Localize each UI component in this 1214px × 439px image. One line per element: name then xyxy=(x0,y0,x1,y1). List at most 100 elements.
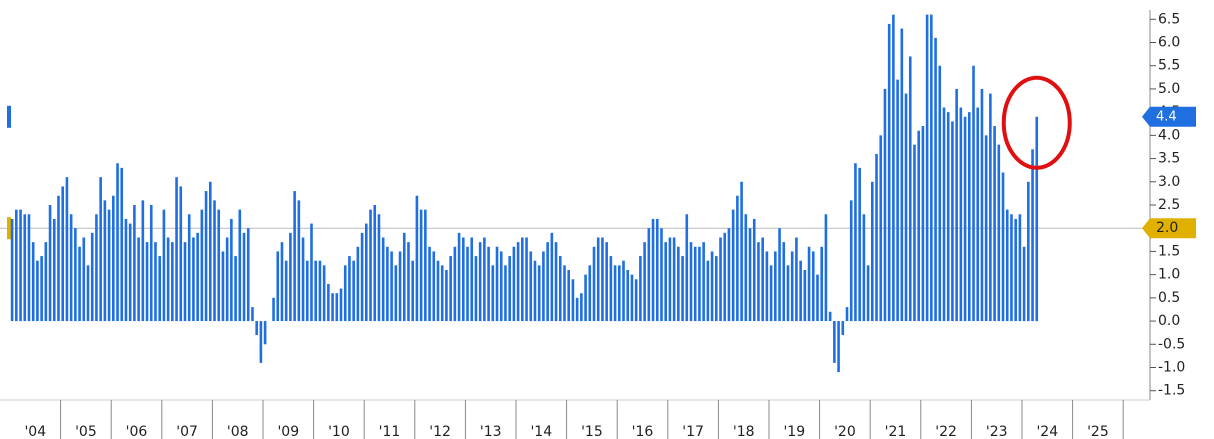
x-tick-label: '17 xyxy=(682,424,704,439)
bar xyxy=(521,237,524,322)
reference-tag xyxy=(1142,218,1196,239)
bar xyxy=(925,14,929,322)
bar xyxy=(554,242,558,322)
y-tick-label: -1.0 xyxy=(1158,360,1185,376)
x-tick-label: '08 xyxy=(227,424,249,439)
bar xyxy=(1031,149,1034,322)
bar xyxy=(394,265,398,322)
bar xyxy=(44,242,48,322)
bar xyxy=(10,218,14,322)
bar xyxy=(934,37,937,322)
bar xyxy=(601,237,604,322)
bar xyxy=(449,256,452,322)
bar xyxy=(411,260,414,322)
bar xyxy=(963,116,967,322)
bar xyxy=(546,242,549,322)
bar xyxy=(668,237,672,322)
bar xyxy=(289,232,292,322)
bar xyxy=(879,135,883,322)
bar xyxy=(466,246,469,322)
bar xyxy=(162,209,166,322)
bar xyxy=(681,256,684,322)
bar xyxy=(693,246,697,322)
bar xyxy=(639,256,642,322)
bar xyxy=(748,228,752,322)
y-tick-label: 0.0 xyxy=(1158,313,1180,329)
bar xyxy=(550,232,554,322)
bar xyxy=(318,260,322,322)
bar xyxy=(883,88,887,322)
bar xyxy=(61,186,65,322)
bar xyxy=(951,121,954,322)
bar xyxy=(719,237,722,322)
bar xyxy=(795,237,798,322)
bar xyxy=(360,232,364,322)
last-value-tag xyxy=(1142,106,1196,127)
bar xyxy=(820,246,824,322)
bar xyxy=(112,195,115,322)
bar xyxy=(474,256,478,322)
bar xyxy=(120,167,124,322)
bar xyxy=(508,256,511,322)
bar xyxy=(613,265,617,322)
bar xyxy=(972,65,975,322)
x-tick-label: '05 xyxy=(75,424,97,439)
bar xyxy=(280,242,284,322)
x-tick-label: '11 xyxy=(379,424,401,439)
bar xyxy=(706,260,710,322)
last-value-marker xyxy=(7,105,11,128)
y-tick-label: 1.0 xyxy=(1158,267,1180,283)
bar xyxy=(744,214,748,322)
x-tick-label: '13 xyxy=(480,424,502,439)
bar xyxy=(208,181,212,322)
x-tick-label: '09 xyxy=(277,424,299,439)
bar xyxy=(1027,181,1030,322)
bar xyxy=(984,135,988,322)
bar xyxy=(192,237,195,322)
bar xyxy=(525,237,528,322)
bar xyxy=(246,228,250,322)
bar xyxy=(90,232,94,322)
bar xyxy=(664,242,667,322)
bar xyxy=(107,209,111,322)
bar xyxy=(440,265,444,322)
bar xyxy=(533,260,537,322)
bar xyxy=(605,242,608,322)
bar xyxy=(128,223,132,322)
bar xyxy=(95,214,98,322)
x-tick-label: '16 xyxy=(632,424,654,439)
bar xyxy=(887,23,891,322)
bar xyxy=(643,242,646,322)
bar xyxy=(310,223,313,322)
bar xyxy=(154,242,157,322)
bar xyxy=(778,228,781,322)
bar xyxy=(86,265,90,322)
bar xyxy=(921,126,925,322)
bar xyxy=(904,93,908,322)
bar xyxy=(917,130,920,322)
x-tick-label: '24 xyxy=(1036,424,1058,439)
bar xyxy=(491,265,495,322)
bar xyxy=(596,237,600,322)
highlight-circle xyxy=(1001,75,1072,170)
bar xyxy=(424,209,427,322)
bar xyxy=(1018,214,1022,322)
bar xyxy=(217,209,221,322)
bar xyxy=(390,251,393,322)
bar xyxy=(272,297,275,322)
bar xyxy=(99,177,102,322)
bar xyxy=(78,246,81,322)
bar xyxy=(230,218,233,322)
bar xyxy=(892,14,895,322)
bar xyxy=(179,186,183,322)
bar xyxy=(955,88,958,322)
x-tick-label: '04 xyxy=(24,424,46,439)
bar xyxy=(866,265,870,322)
bar xyxy=(103,200,107,322)
bar xyxy=(487,246,490,322)
bar xyxy=(166,237,170,322)
bar xyxy=(871,181,874,322)
bar xyxy=(428,246,431,322)
bar xyxy=(251,307,254,322)
bar xyxy=(736,195,739,322)
